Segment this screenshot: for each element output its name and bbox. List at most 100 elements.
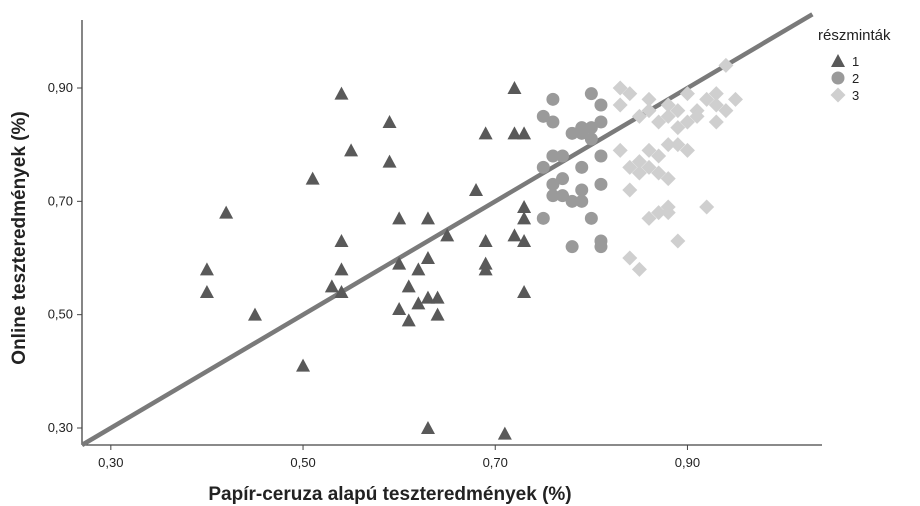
point-series-1-29 [478,126,493,140]
point-series-3-31 [679,114,695,130]
data-points [199,57,744,440]
point-series-2-17 [575,183,589,197]
point-series-1-21 [420,211,435,225]
legend-title: részminták [818,27,891,44]
point-series-3-23 [660,171,676,187]
point-series-1-35 [507,126,522,140]
point-series-2-8 [556,149,570,163]
point-series-3-26 [670,103,686,119]
legend-marker-3 [830,87,846,103]
point-series-3-39 [708,86,724,102]
point-series-1-14 [392,211,407,225]
point-series-3-15 [641,210,657,226]
point-series-3-13 [641,142,657,158]
point-series-2-22 [584,211,598,225]
point-series-1-1 [199,285,214,298]
point-series-1-22 [420,251,435,264]
point-series-3-32 [679,142,695,158]
point-series-3-40 [718,103,734,119]
point-series-1-15 [392,256,407,270]
point-series-1-33 [497,426,512,440]
point-series-2-13 [565,240,579,254]
point-series-1-20 [411,296,426,310]
point-series-1-41 [517,285,532,298]
x-tick-label-1: 0,50 [290,455,315,470]
point-series-2-21 [584,132,598,146]
point-series-3-6 [622,250,638,266]
point-series-3-8 [631,154,647,170]
point-series-1-0 [199,262,214,276]
point-series-3-25 [660,205,676,221]
point-series-2-7 [546,189,560,203]
point-series-2-25 [594,177,608,191]
point-series-2-1 [536,160,550,174]
point-series-2-27 [594,240,608,254]
axes [81,20,822,446]
point-series-1-38 [517,200,532,213]
point-series-3-20 [660,97,676,113]
point-series-3-28 [670,137,686,153]
point-series-3-3 [622,86,638,102]
point-series-1-16 [392,302,407,315]
legend-marker-2 [831,71,845,85]
point-series-2-24 [594,115,608,129]
point-series-3-27 [670,120,686,136]
y-tick-label-1: 0,50 [48,307,73,322]
point-series-2-20 [584,121,598,135]
point-series-3-34 [689,108,705,124]
point-series-3-30 [679,86,695,102]
point-series-1-34 [507,81,522,94]
point-series-1-27 [440,228,455,242]
point-series-2-4 [546,115,560,129]
point-series-1-25 [430,290,445,304]
point-series-3-29 [670,233,686,249]
legend: részminták 1 2 3 [818,27,891,103]
point-series-1-30 [478,234,493,247]
point-series-3-42 [728,91,744,107]
point-series-3-9 [631,165,647,181]
point-series-1-40 [517,234,532,247]
point-series-1-7 [334,262,349,276]
point-series-3-36 [699,199,715,215]
point-series-3-37 [708,97,724,113]
point-series-3-16 [651,114,667,130]
point-series-3-4 [622,159,638,175]
point-series-2-0 [536,109,550,123]
point-series-1-6 [324,279,339,293]
point-series-3-35 [699,91,715,107]
point-series-2-2 [536,211,550,225]
point-series-3-7 [631,108,647,124]
point-series-3-1 [612,97,628,113]
point-series-2-12 [565,194,579,208]
point-series-2-28 [594,149,608,163]
point-series-3-10 [631,261,647,277]
point-series-1-18 [401,313,416,327]
point-series-2-9 [556,172,570,186]
point-series-3-12 [641,103,657,119]
series-3 [612,57,744,277]
x-axis-title: Papír-ceruza alapú teszteredmények (%) [208,484,571,505]
point-series-1-19 [411,262,426,276]
point-series-3-18 [651,165,667,181]
point-series-2-11 [565,126,579,140]
point-series-1-5 [305,171,320,185]
point-series-1-39 [517,211,532,225]
point-series-1-10 [334,86,349,100]
point-series-1-32 [478,262,493,276]
point-series-3-22 [660,137,676,153]
point-series-1-36 [507,228,522,242]
point-series-1-4 [296,358,311,372]
point-series-3-41 [718,57,734,73]
point-series-2-10 [556,189,570,203]
point-series-1-9 [334,285,349,298]
legend-label-3: 3 [852,88,859,103]
point-series-2-6 [546,177,560,191]
point-series-1-26 [430,307,445,321]
point-series-2-19 [584,87,598,101]
point-series-2-18 [575,194,589,208]
series-1 [199,81,532,440]
point-series-3-21 [660,108,676,124]
x-tick-label-3: 0,90 [675,455,700,470]
legend-label-2: 2 [852,71,859,86]
